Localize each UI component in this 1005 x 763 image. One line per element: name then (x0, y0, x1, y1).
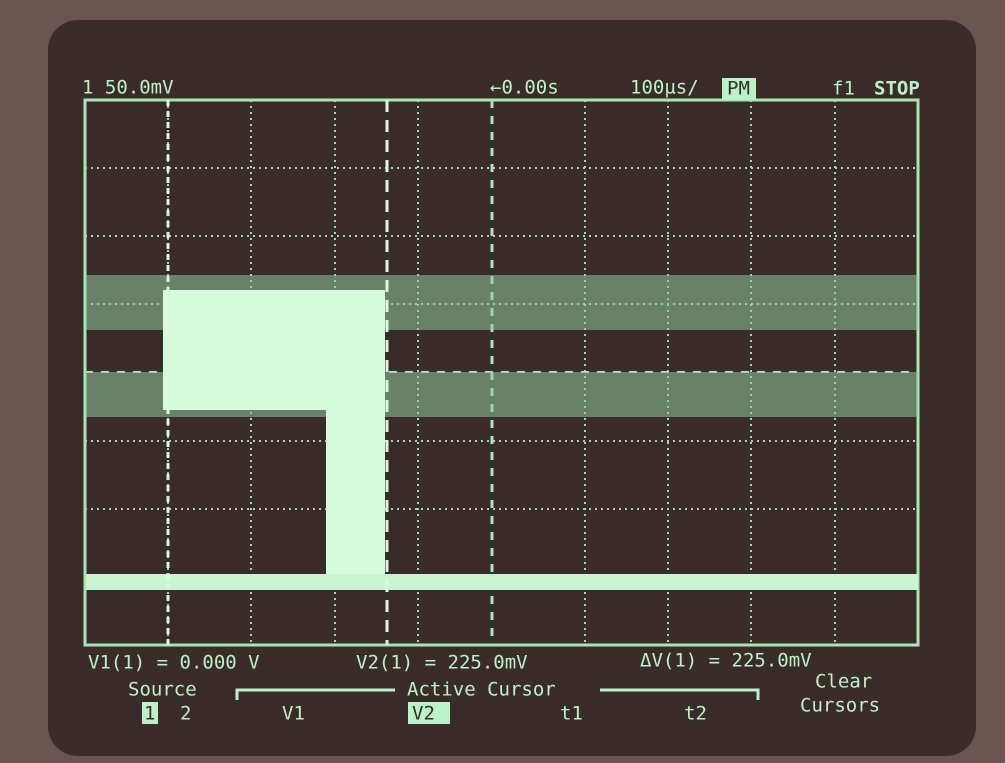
run-status: STOP (874, 78, 920, 100)
oscilloscope-photo: 1 50.0mV ←0.00s 100µs/ PM f1 STOP V1(1) … (0, 0, 1005, 763)
softkey-option[interactable]: V2 (412, 703, 435, 725)
channel-scale: 1 50.0mV (82, 77, 174, 99)
softkey-option[interactable]: V1 (282, 703, 305, 725)
softkey-option[interactable]: Cursors (800, 695, 880, 717)
mode: PM (727, 78, 750, 100)
signal-burst (326, 290, 385, 590)
readout: ΔV(1) = 225.0mV (640, 650, 812, 672)
readout: V2(1) = 225.0mV (356, 652, 528, 674)
softkey-option[interactable]: t2 (684, 703, 707, 725)
softkey-option[interactable]: t1 (560, 703, 583, 725)
softkey-label: Active Cursor (407, 679, 556, 701)
softkey-option[interactable]: Clear (815, 671, 872, 693)
readout: V1(1) = 0.000 V (88, 652, 260, 674)
softkey-option[interactable]: 1 (144, 703, 155, 725)
baseline-trace (86, 574, 918, 590)
trigger: f1 (832, 78, 855, 100)
delay: ←0.00s (490, 77, 559, 99)
page: 1 50.0mV ←0.00s 100µs/ PM f1 STOP V1(1) … (0, 0, 1005, 763)
timebase: 100µs/ (630, 77, 699, 99)
softkey-option[interactable]: 2 (180, 703, 191, 725)
softkey-label: Source (128, 679, 197, 701)
